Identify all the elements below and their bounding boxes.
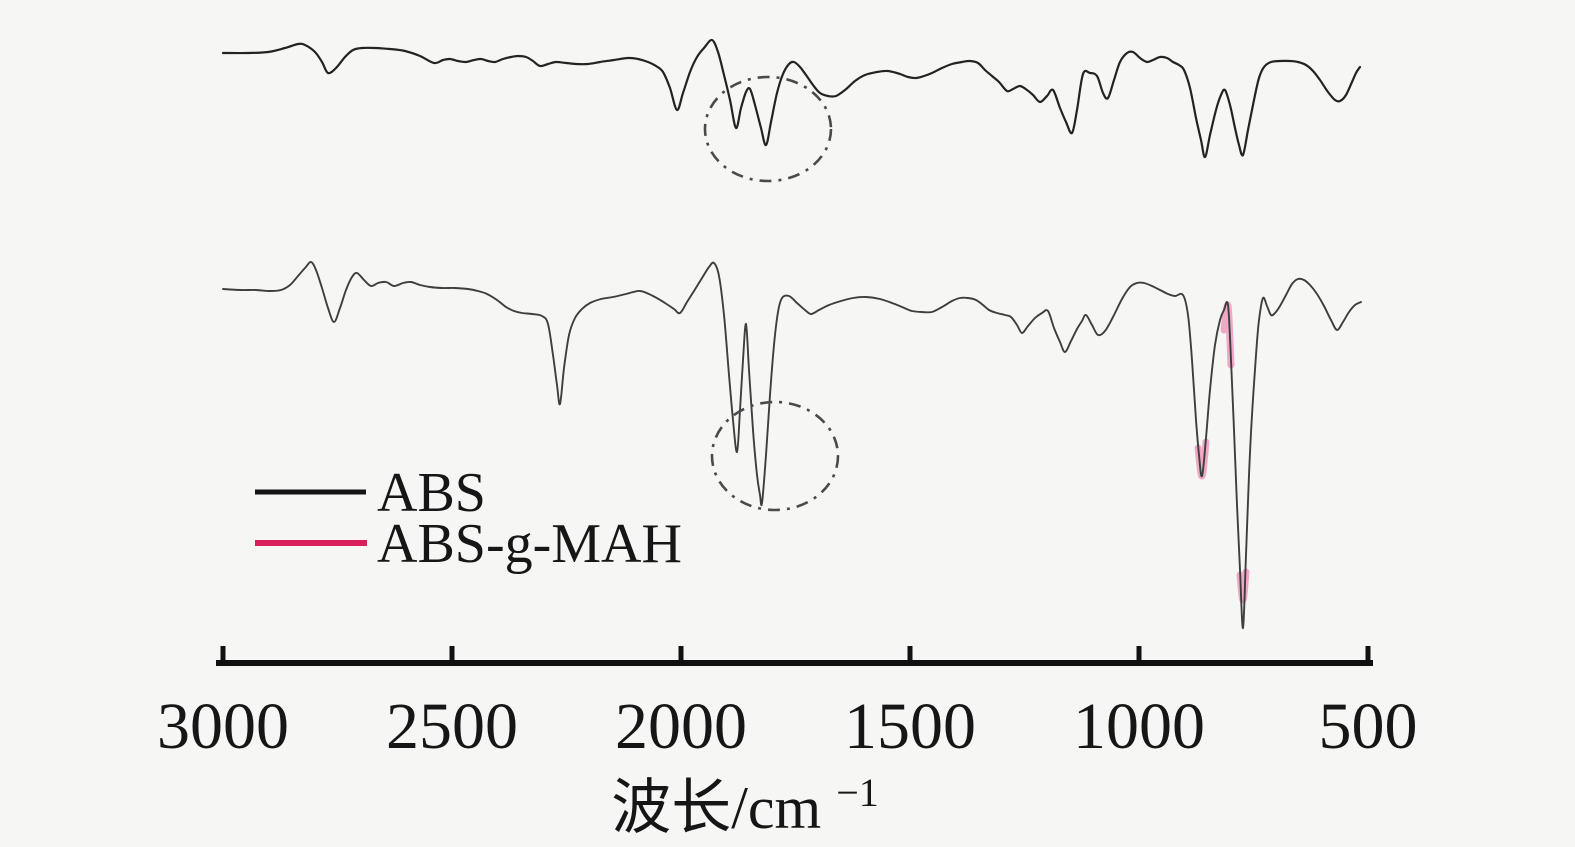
x-tick-label: 2000 — [615, 690, 747, 763]
highlight-ellipse-top — [703, 75, 833, 183]
x-axis-title: 波长/cm −1 — [611, 770, 879, 841]
legend: ABS ABS-g-MAH — [255, 462, 682, 575]
x-tick-label: 2500 — [386, 690, 518, 763]
legend-abs-label: ABS — [377, 462, 486, 524]
x-tick-label: 1500 — [844, 690, 976, 763]
x-axis-title-base: 波长/cm — [611, 775, 821, 841]
x-tick-label: 500 — [1319, 690, 1418, 763]
x-tick-label: 3000 — [157, 690, 289, 763]
highlight-ellipses — [703, 75, 840, 512]
x-axis-title-superscript: −1 — [836, 770, 879, 815]
spectra-traces — [221, 38, 1362, 629]
x-tick-label: 1000 — [1073, 690, 1205, 763]
abs-trace — [221, 38, 1362, 159]
abs-g-mah-trace — [222, 261, 1362, 629]
legend-abs-g-mah-label: ABS-g-MAH — [377, 513, 682, 575]
highlight-ellipse-bottom — [710, 400, 840, 512]
x-axis: 3000 2500 2000 1500 1000 500 — [157, 646, 1418, 763]
